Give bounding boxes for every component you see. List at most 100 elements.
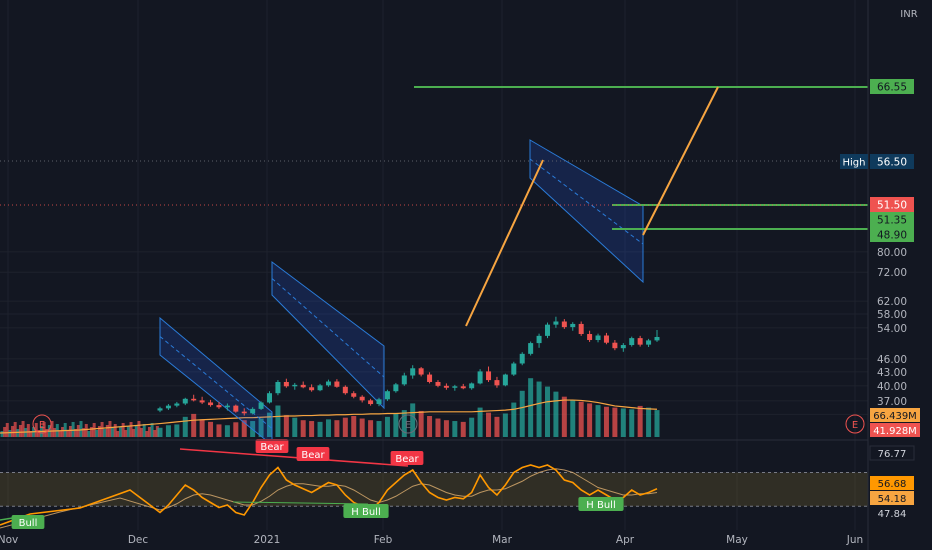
bull-tag[interactable] [11,515,45,529]
candle-body[interactable] [486,371,492,381]
candle-body[interactable] [258,402,264,409]
trend-drawings[interactable] [0,86,868,327]
candle-body[interactable] [654,336,660,341]
volume-value-label: 41.928M [870,423,920,437]
candle-body[interactable] [519,353,525,364]
candle-body[interactable] [427,374,433,382]
candle-body[interactable] [629,338,635,346]
volume-bar [111,428,115,437]
candle-body[interactable] [410,368,416,376]
time-tick-label: Nov [0,534,18,546]
candle-body[interactable] [359,396,365,401]
candle-body[interactable] [637,338,643,345]
bear-tag[interactable] [390,451,424,465]
volume-bar [42,422,46,437]
candle-body[interactable] [351,393,357,397]
candle-body[interactable] [267,393,273,403]
channel-midline[interactable] [529,158,644,245]
candle-body[interactable] [216,405,222,408]
time-axis[interactable]: Nov Dec 2021 Feb Mar Apr May Jun [0,534,863,546]
candle-body[interactable] [191,398,197,401]
candle-body[interactable] [595,335,601,341]
volume-bar [145,431,149,437]
candle-body[interactable] [452,386,458,388]
candle-body[interactable] [561,321,567,328]
candle-body[interactable] [612,342,618,349]
candle-body[interactable] [165,405,171,409]
rsi-line[interactable] [0,464,658,526]
candle-body[interactable] [283,381,289,387]
candle-body[interactable] [494,380,500,386]
volume-bar [351,416,357,437]
candle-body[interactable] [368,400,374,405]
impulse-leg-line[interactable] [465,159,544,327]
candle-body[interactable] [233,405,239,412]
volume-bar [646,407,652,437]
candle-body[interactable] [603,335,609,343]
candle-body[interactable] [578,323,584,335]
bull-tag[interactable] [343,504,389,518]
earnings-marker[interactable]: E [845,414,865,434]
candlestick-series[interactable] [157,316,660,416]
volume-bar [224,425,230,437]
candle-body[interactable] [199,400,205,403]
volume-bar [393,413,399,437]
earnings-marker[interactable]: E [398,414,418,434]
candle-body[interactable] [393,384,399,392]
candle-body[interactable] [460,386,466,389]
candle-body[interactable] [401,375,407,385]
candle-body[interactable] [182,398,188,404]
bear-tag[interactable] [255,439,289,453]
candle-body[interactable] [275,381,281,394]
candle-body[interactable] [528,343,534,354]
bear-divergence-line[interactable] [179,448,409,467]
candle-body[interactable] [384,391,390,400]
volume-bar [410,403,416,437]
candle-body[interactable] [300,384,306,388]
candle-body[interactable] [157,408,163,411]
candle-body[interactable] [208,402,214,406]
bull-divergence-line[interactable] [232,501,369,505]
candle-body[interactable] [646,340,652,345]
candle-body[interactable] [317,385,323,391]
price-channel[interactable] [271,261,385,410]
candle-body[interactable] [443,385,449,388]
candle-body[interactable] [292,384,298,387]
candle-body[interactable] [570,323,576,328]
candle-body[interactable] [502,374,508,386]
volume-bar [21,421,25,437]
currency-label: INR [900,9,917,20]
candle-body[interactable] [334,381,340,387]
bear-tag[interactable] [296,447,330,461]
last-price-label: 51.50 [870,197,914,212]
volume-bar [126,426,130,437]
earnings-marker[interactable]: E [32,414,52,434]
candle-body[interactable] [553,321,559,325]
rsi-pane[interactable]: Bear Bear Bear H Bull H Bull Bull [0,439,868,529]
candle-body[interactable] [342,386,348,394]
candle-body[interactable] [587,334,593,341]
projection-leg-line[interactable] [642,86,719,236]
candle-body[interactable] [418,368,424,375]
candle-body[interactable] [376,399,382,405]
channel-midline[interactable] [271,278,385,378]
candle-body[interactable] [250,408,256,414]
candle-body[interactable] [435,381,441,386]
bull-tag[interactable] [578,497,624,511]
candle-body[interactable] [325,381,331,386]
candle-body[interactable] [511,363,517,375]
candle-body[interactable] [620,345,626,349]
candle-body[interactable] [477,371,483,384]
candle-body[interactable] [309,387,315,391]
candle-body[interactable] [536,335,542,344]
candle-body[interactable] [241,411,247,414]
candle-body[interactable] [174,403,180,406]
candle-body[interactable] [469,383,475,389]
price-tick-label: 54.00 [877,323,907,335]
candle-body[interactable] [544,324,550,336]
candle-body[interactable] [224,405,230,408]
price-channel[interactable] [529,139,644,284]
volume-bar [469,417,475,437]
